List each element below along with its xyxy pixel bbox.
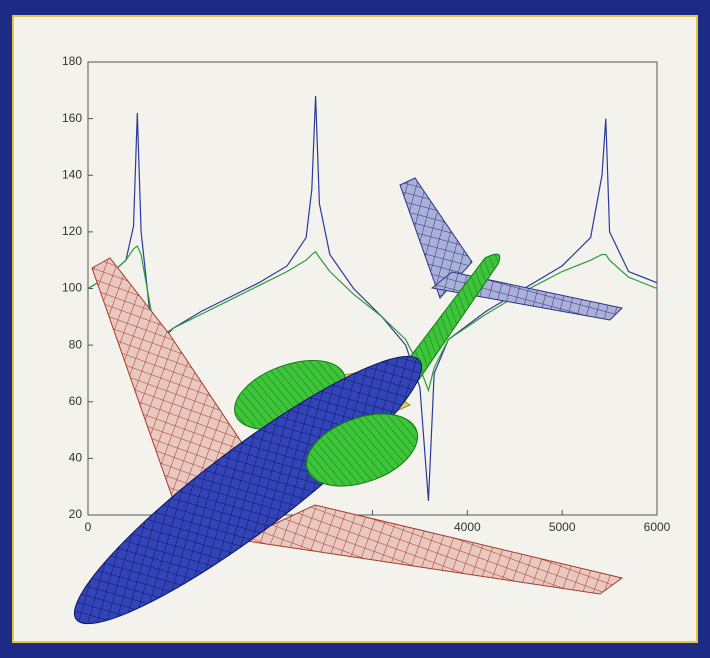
x-tick-label: 6000 [644,520,671,534]
left-wing [91,257,251,506]
y-tick-label: 120 [62,224,82,238]
y-tick-label: 180 [62,54,82,68]
vertical-tail [399,177,473,299]
y-tick-label: 80 [69,337,83,351]
engine [305,413,419,487]
x-tick-label: 0 [85,520,92,534]
fuselage [73,355,423,625]
aircraft-illustration [73,177,624,625]
x-tick-label: 5000 [549,520,576,534]
y-tick-label: 40 [69,451,83,465]
y-tick-label: 140 [62,167,82,181]
x-tick-label: 4000 [454,520,481,534]
y-tick-label: 160 [62,111,82,125]
series-line [87,95,658,501]
right-wing [238,504,624,595]
y-tick-label: 60 [69,394,83,408]
y-tick-label: 20 [69,507,83,521]
series-line [87,245,658,393]
y-tick-label: 100 [62,281,82,295]
